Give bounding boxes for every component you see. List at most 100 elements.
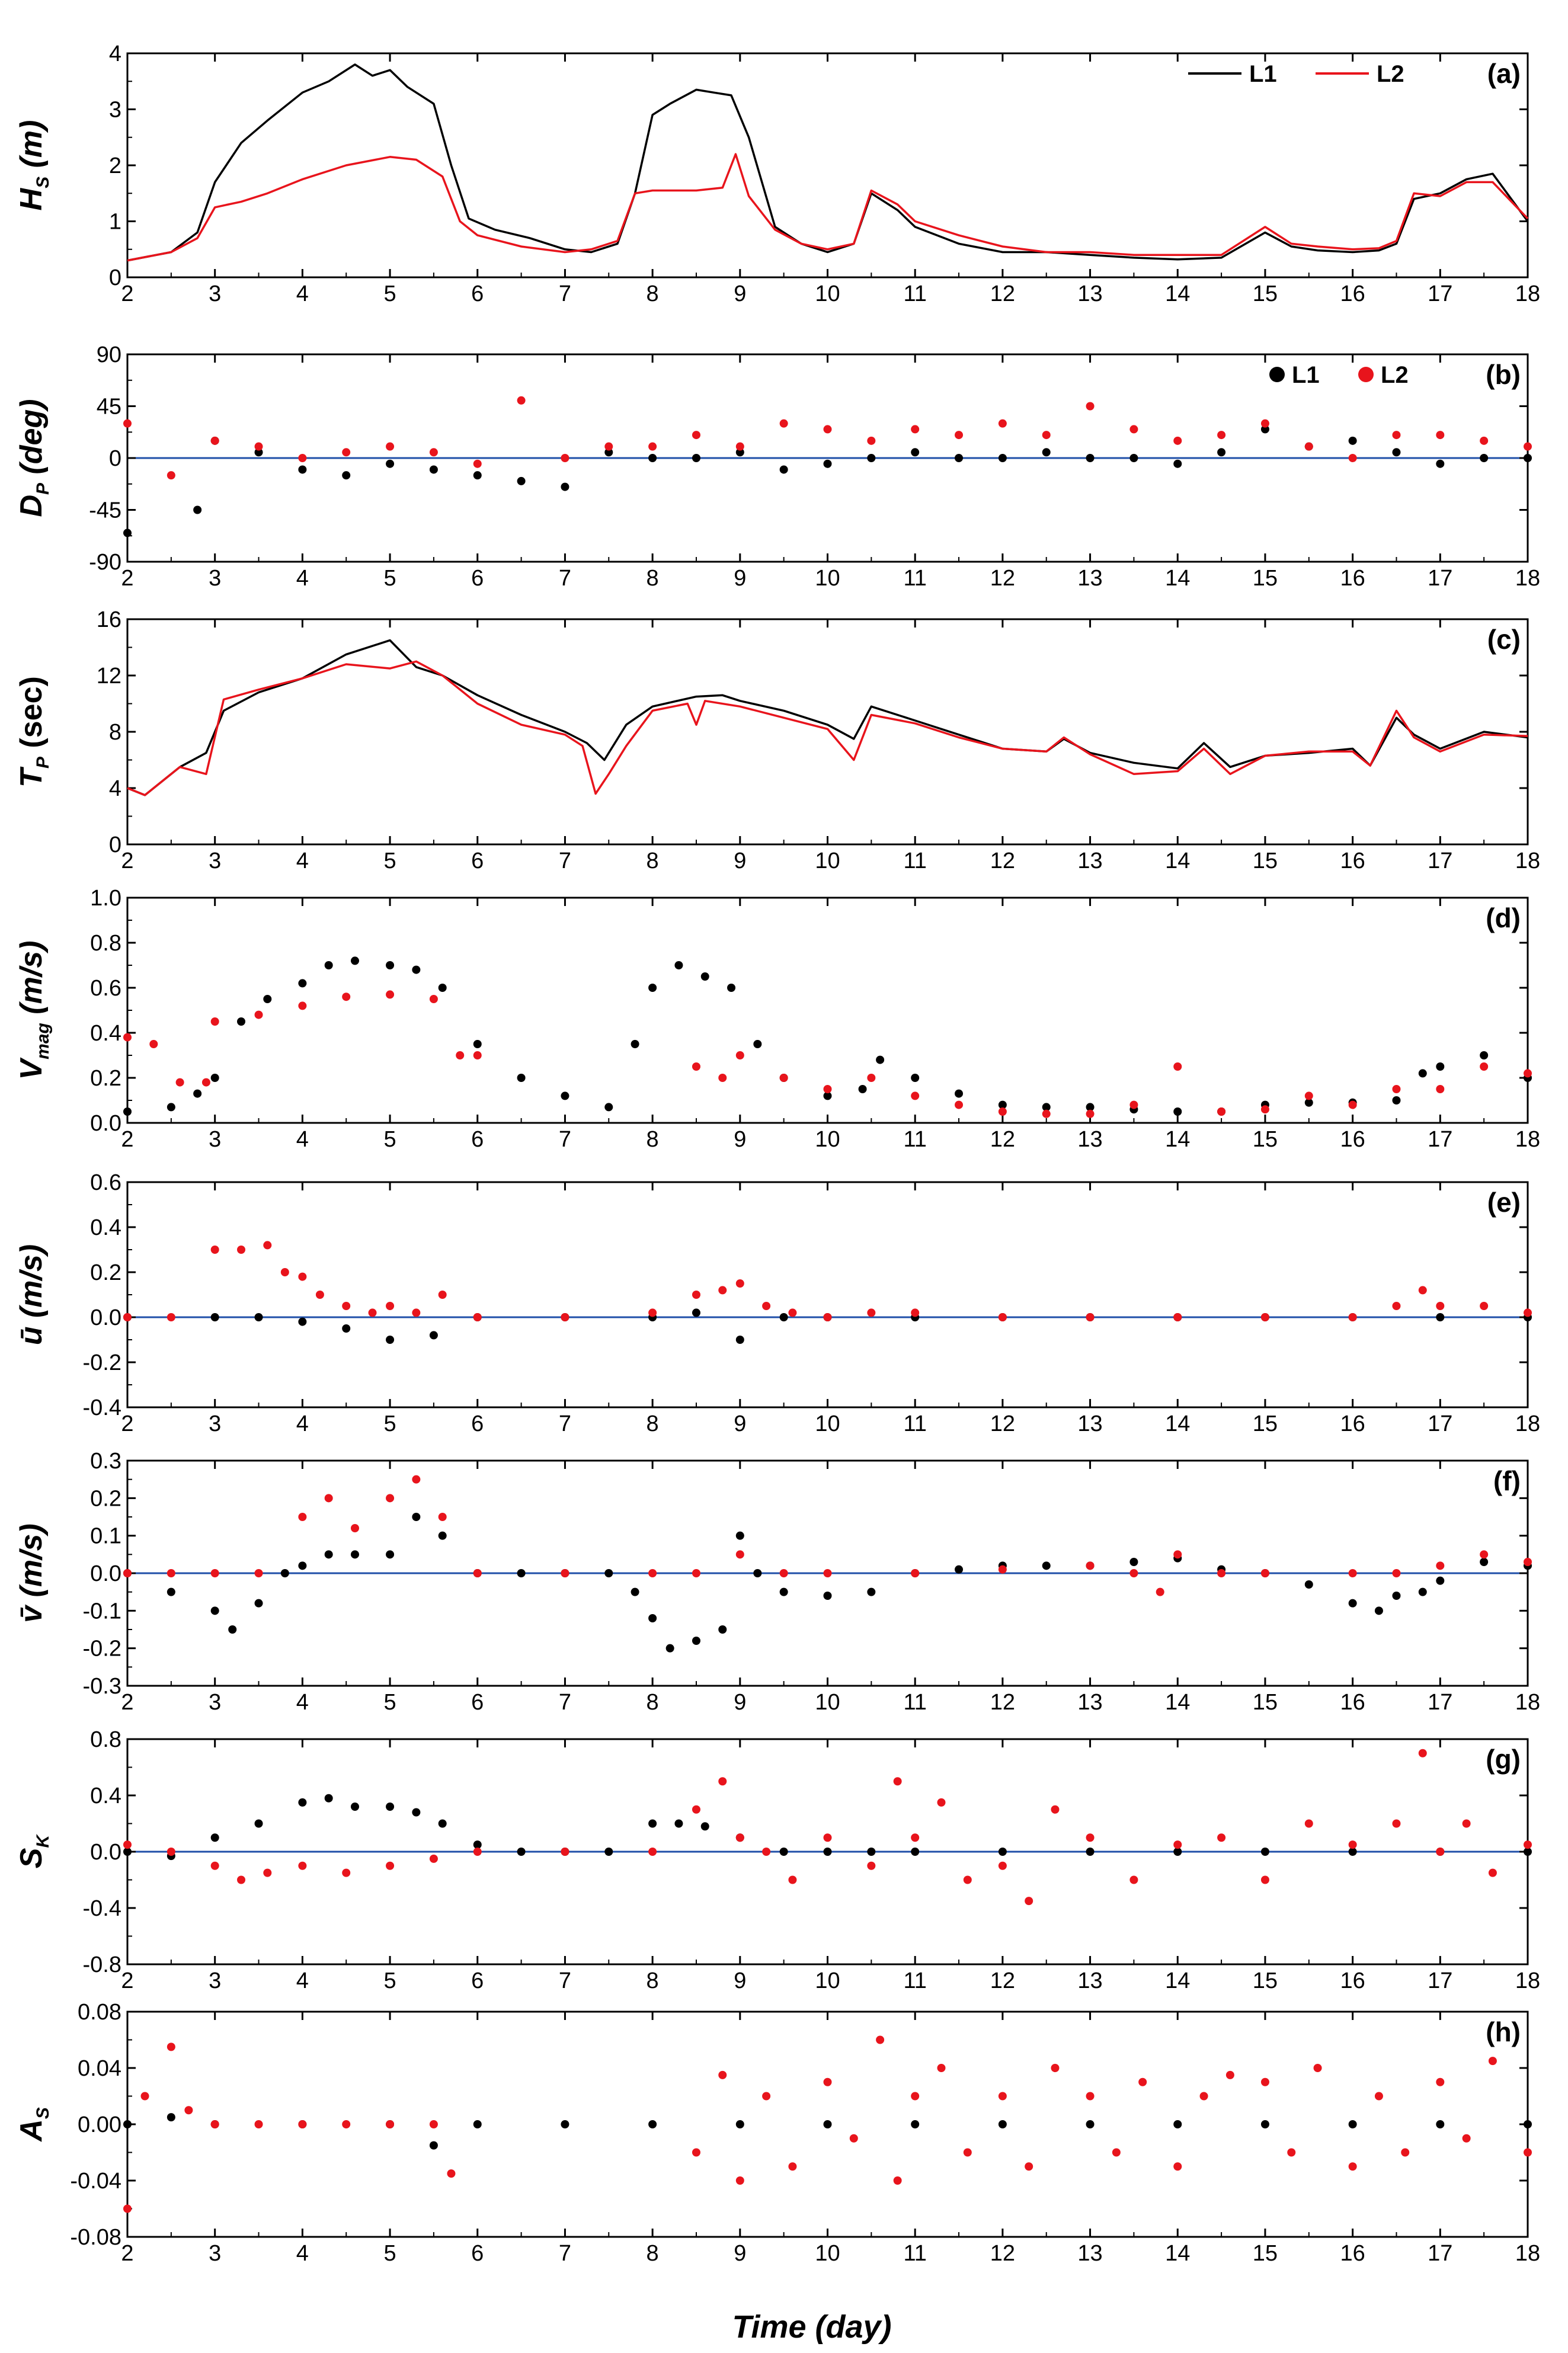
panel-b-l1-point — [823, 459, 832, 468]
panel-e-l1-point — [210, 1313, 219, 1321]
panel-f-l1-point — [438, 1531, 447, 1540]
panel-a-series-l1-line — [127, 63, 1529, 262]
panel-c-x-tick-label: 13 — [1077, 849, 1102, 873]
panel-g-l1-point — [210, 1833, 219, 1842]
panel-b-l2-point — [998, 419, 1007, 428]
panel-e-l2-point — [1086, 1313, 1095, 1321]
panel-e-l2-point — [167, 1313, 175, 1321]
panel-h-l2-point — [788, 2162, 797, 2171]
panel-d-l1-point — [438, 984, 447, 992]
y-label-unit: (deg) — [14, 399, 49, 483]
panel-g-l2-point — [1418, 1749, 1427, 1757]
panel-h-l1-point — [998, 2120, 1007, 2128]
panel-b-l1-point — [955, 454, 964, 462]
panel-g-l2-point — [1217, 1833, 1226, 1842]
panel-f-l2-point — [1348, 1569, 1357, 1577]
panel-h-l2-point — [849, 2134, 858, 2143]
panel-b-l1-point — [1217, 448, 1226, 457]
panel-h-l2-point — [1287, 2148, 1296, 2157]
panel-e-l2-point — [342, 1302, 351, 1310]
panel-b-y-tick-label: 90 — [97, 342, 121, 367]
panel-b-l2-point — [1173, 436, 1182, 445]
panel-e-l2-point — [1524, 1308, 1532, 1317]
panel-e-x-tick-label: 11 — [903, 1411, 926, 1436]
panel-h-l2-point — [1524, 2148, 1532, 2157]
panel-f-l1-point — [386, 1550, 395, 1559]
panel-g-l1-point — [998, 1848, 1007, 1856]
panel-f-x-tick-label: 14 — [1165, 1690, 1190, 1715]
panel-e-l2-point — [412, 1308, 421, 1317]
panel-f-l1-point — [955, 1565, 964, 1574]
panel-g-l2-point — [1051, 1805, 1060, 1814]
panel-g-x-tick-label: 8 — [647, 1968, 659, 1993]
panel-g: 2 3 4 5 6 7 8 9 10 11 12 13 14 15 16 17 18 -0.8 -0.4 0.0 0.4… — [14, 1727, 1540, 1993]
panel-f-l2-point — [735, 1550, 744, 1559]
panel-h-l1-point — [1524, 2120, 1532, 2128]
panel-b-l2-point — [123, 419, 132, 428]
panel-g-l1-point — [254, 1819, 263, 1828]
panel-b-l2-point — [517, 396, 526, 405]
panel-h-l1-point — [1173, 2120, 1182, 2128]
y-label-unit: (m) — [14, 120, 49, 177]
panel-a-y-tick-label: 0 — [109, 265, 121, 290]
panel-h-l2-point — [386, 2120, 395, 2128]
panel-h-l1-point — [911, 2120, 920, 2128]
panel-d-l1-point — [193, 1089, 202, 1098]
panel-a-x-tick-label: 12 — [990, 281, 1015, 306]
panel-h-l2-point — [1051, 2064, 1060, 2072]
panel-f-l1-point — [718, 1625, 727, 1634]
panel-b-l1-point — [692, 454, 700, 462]
panel-d-l2-point — [1348, 1100, 1357, 1109]
panel-f-l2-point — [324, 1494, 333, 1503]
panel-b-x-tick-label: 18 — [1515, 566, 1540, 591]
panel-g-x-tick-label: 13 — [1077, 1968, 1102, 1993]
panel-g-x-tick-label: 18 — [1515, 1968, 1540, 1993]
panel-g-x-tick-label: 3 — [209, 1968, 221, 1993]
panel-f-l2-point — [823, 1569, 832, 1577]
panel-a-x-tick-label: 9 — [734, 281, 746, 306]
panel-f-l1-point — [1392, 1592, 1401, 1600]
panel-e-l2-point — [867, 1308, 876, 1317]
panel-f-l1-point — [1042, 1561, 1051, 1570]
panel-g-l1-point — [1173, 1848, 1182, 1856]
panel-g-l2-point — [998, 1861, 1007, 1870]
panel-d-l2-point — [718, 1074, 727, 1082]
panel-h-y-tick-label: -0.08 — [70, 2225, 121, 2250]
panel-c-x-tick-label: 3 — [209, 849, 221, 873]
panel-a-y-tick-label: 3 — [109, 98, 121, 123]
panel-c-y-tick-label: 4 — [109, 776, 121, 801]
panel-e-y-tick-label: 0.4 — [90, 1215, 121, 1240]
panel-e-x-tick-label: 16 — [1340, 1411, 1365, 1436]
panel-f-l1-point — [1304, 1580, 1313, 1589]
panel-f-l1-point — [1129, 1558, 1138, 1566]
panel-h-l1-point — [648, 2120, 657, 2128]
panel-d-l1-point — [753, 1040, 762, 1048]
panel-d-y-tick-label: 0.0 — [90, 1111, 121, 1136]
panel-e-x-tick-label: 4 — [296, 1411, 309, 1436]
panel-c-y-tick-label: 16 — [97, 607, 121, 632]
panel-g-l1-point — [648, 1819, 657, 1828]
panel-d-x-tick-label: 16 — [1340, 1127, 1365, 1152]
panel-d-tag: (d) — [1486, 902, 1521, 933]
panel-e-l2-point — [123, 1313, 132, 1321]
panel-e-l2-point — [911, 1308, 920, 1317]
y-label-symbol: T — [14, 766, 49, 787]
panel-d-l1-point — [263, 995, 272, 1003]
panel-f-l2-point — [1436, 1561, 1445, 1570]
panel-d-l1-point — [123, 1107, 132, 1116]
panel-f-l1-point — [735, 1531, 744, 1540]
panel-f-l1-point — [350, 1550, 359, 1559]
panel-e-l2-point — [1260, 1313, 1269, 1321]
panel-e-l2-point — [210, 1246, 219, 1254]
panel-h-x-tick-label: 8 — [647, 2241, 659, 2266]
panel-d-l1-point — [674, 961, 683, 969]
panel-d-l1-point — [298, 979, 307, 988]
panel-d-l1-point — [1436, 1062, 1445, 1071]
panel-b-l1-point — [648, 454, 657, 462]
panel-d-x-tick-label: 18 — [1515, 1127, 1540, 1152]
panel-a-x-tick-label: 4 — [296, 281, 309, 306]
panel-a-x-tick-label: 18 — [1515, 281, 1540, 306]
legend-l1-marker — [1269, 367, 1285, 382]
panel-f-x-tick-label: 7 — [559, 1690, 571, 1715]
